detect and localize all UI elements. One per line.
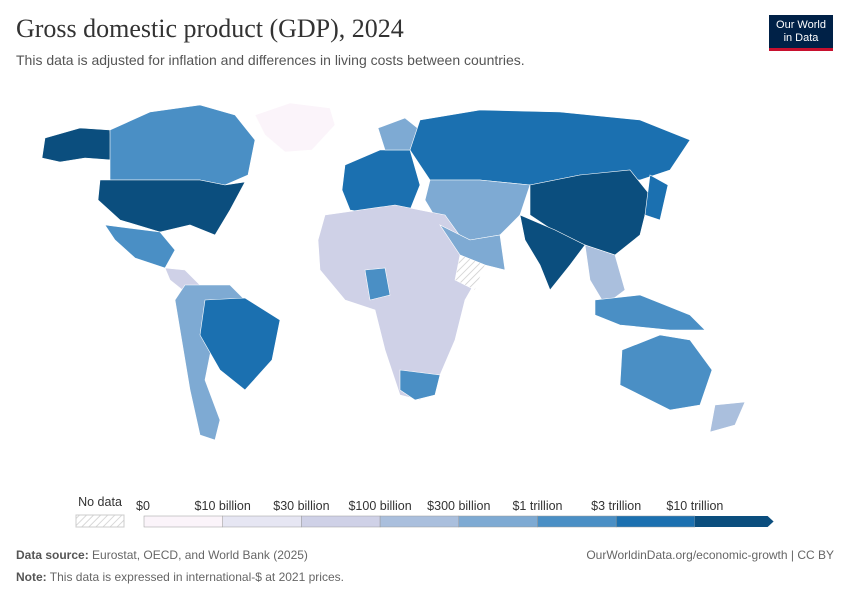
source-text: Eurostat, OECD, and World Bank (2025) xyxy=(92,548,308,562)
note: Note: This data is expressed in internat… xyxy=(16,570,344,584)
legend: No data $0 $10 billion $30 billion $100 bil… xyxy=(75,495,774,528)
map-area: No data $0 $10 billion $30 billion $100 bil… xyxy=(41,102,774,528)
country[interactable] xyxy=(454,254,486,291)
legend-label: $0 xyxy=(136,499,150,513)
country[interactable] xyxy=(594,294,706,331)
no-data-swatch xyxy=(75,514,125,528)
legend-label: $10 billion xyxy=(195,499,251,513)
country[interactable] xyxy=(619,334,713,411)
country[interactable] xyxy=(409,109,691,186)
link[interactable]: OurWorldinData.org/economic-growth | CC … xyxy=(586,548,834,562)
country[interactable] xyxy=(364,267,391,301)
country[interactable] xyxy=(199,297,281,391)
note-text: This data is expressed in international-… xyxy=(49,570,344,584)
legend-label: $1 trillion xyxy=(512,499,562,513)
country[interactable] xyxy=(254,102,336,153)
country[interactable] xyxy=(341,149,421,216)
country[interactable] xyxy=(104,224,176,269)
legend-swatch xyxy=(537,515,617,528)
note-label: Note: xyxy=(16,570,47,584)
legend-label: $10 trillion xyxy=(666,499,723,513)
logo[interactable]: Our World in Data xyxy=(769,15,833,51)
legend-label: No data xyxy=(78,495,122,509)
legend-swatch xyxy=(458,515,538,528)
legend-swatch xyxy=(143,515,223,528)
country[interactable] xyxy=(97,179,246,236)
legend-label: $100 billion xyxy=(348,499,411,513)
logo-text: Our World xyxy=(776,19,826,31)
country[interactable] xyxy=(41,127,113,163)
logo-text: in Data xyxy=(783,32,819,44)
legend-label: $3 trillion xyxy=(591,499,641,513)
country[interactable] xyxy=(109,104,256,186)
country[interactable] xyxy=(584,244,626,306)
legend-label: $30 billion xyxy=(273,499,329,513)
title: Gross domestic product (GDP), 2024 xyxy=(16,14,404,43)
world-map xyxy=(41,102,746,441)
legend-swatch xyxy=(694,516,774,527)
country[interactable] xyxy=(644,174,669,221)
source: Data source: Eurostat, OECD, and World B… xyxy=(16,548,308,562)
country[interactable] xyxy=(174,284,246,441)
legend-swatch xyxy=(379,515,460,528)
subtitle: This data is adjusted for inflation and … xyxy=(16,52,525,68)
country[interactable] xyxy=(709,401,746,433)
source-label: Data source: xyxy=(16,548,89,562)
country[interactable] xyxy=(399,369,441,401)
legend-swatch xyxy=(222,515,302,528)
legend-swatch xyxy=(301,515,381,528)
legend-label: $300 billion xyxy=(427,499,490,513)
country[interactable] xyxy=(519,214,586,291)
legend-swatch xyxy=(615,515,696,528)
